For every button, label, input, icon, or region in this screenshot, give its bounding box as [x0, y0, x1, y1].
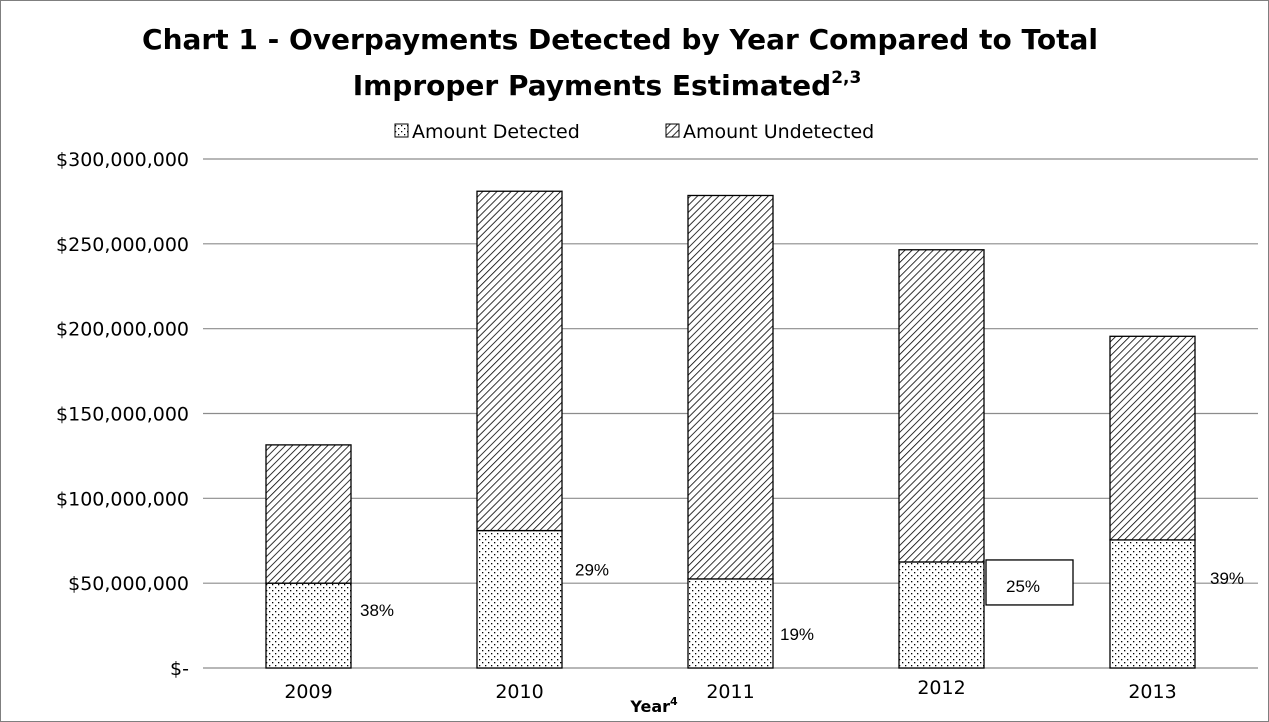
bar-undetected-2011	[687, 194, 774, 580]
chart-title-line-1: Chart 1 - Overpayments Detected by Year …	[142, 23, 1098, 56]
legend-swatch-undetected	[665, 123, 680, 138]
percent-label-box	[985, 559, 1074, 606]
x-tick-label: 2012	[917, 677, 965, 699]
x-axis-title-text: Year	[629, 697, 670, 716]
legend: Amount Detected Amount Undetected	[394, 121, 874, 143]
x-tick-label: 2011	[706, 681, 754, 703]
percent-label-2010: 29%	[575, 561, 609, 580]
chart-title-superscript: 2,3	[831, 68, 861, 88]
x-axis-title: Year4	[629, 695, 678, 716]
x-axis-tick-labels: 2009 2010 2011 2012 2013	[284, 677, 1176, 703]
percent-label-2012: 25%	[1006, 577, 1040, 596]
x-tick-label: 2010	[495, 681, 543, 703]
legend-swatch-detected	[394, 123, 409, 138]
y-tick-label: $300,000,000	[56, 149, 189, 171]
bar-undetected-2010	[476, 190, 563, 532]
percent-labels: 38% 29% 19% 25% 39%	[360, 559, 1244, 644]
bars	[265, 190, 1196, 669]
y-tick-label: $50,000,000	[68, 573, 189, 595]
x-tick-label: 2013	[1128, 681, 1176, 703]
bar-detected-2009	[265, 582, 352, 669]
percent-label-2009: 38%	[360, 601, 394, 620]
bar-detected-2010	[476, 529, 563, 669]
chart-title-line-2: Improper Payments Estimated2,3	[353, 68, 862, 102]
y-tick-label: $150,000,000	[56, 404, 189, 426]
y-tick-label: $100,000,000	[56, 488, 189, 510]
chart-title-line-2-text: Improper Payments Estimated	[353, 69, 832, 102]
bar-detected-2013	[1109, 539, 1196, 669]
bar-detected-2012	[898, 561, 985, 669]
y-tick-label: $250,000,000	[56, 234, 189, 256]
legend-label-undetected: Amount Undetected	[683, 121, 874, 143]
bar-detected-2011	[687, 578, 774, 669]
bar-undetected-2009	[265, 444, 352, 584]
bar-undetected-2012	[898, 249, 985, 563]
x-axis-title-superscript: 4	[670, 695, 678, 708]
x-tick-label: 2009	[284, 681, 332, 703]
y-tick-label: $-	[170, 658, 189, 680]
percent-label-2011: 19%	[780, 625, 814, 644]
y-axis-tick-labels: $- $50,000,000 $100,000,000 $150,000,000 $20…	[56, 149, 189, 680]
percent-label-2013: 39%	[1210, 569, 1244, 588]
y-tick-label: $200,000,000	[56, 319, 189, 341]
bar-undetected-2013	[1109, 335, 1196, 541]
legend-label-detected: Amount Detected	[412, 121, 580, 143]
